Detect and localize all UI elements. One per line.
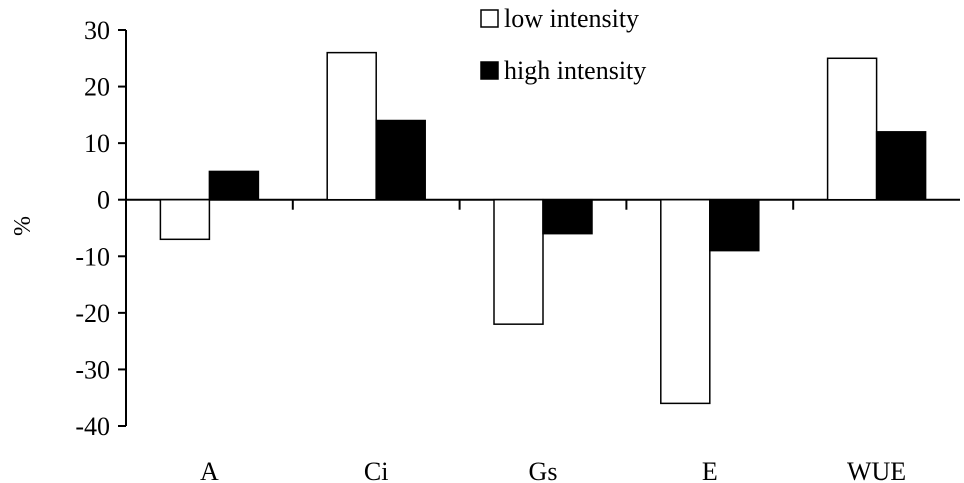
bars: [159, 51, 927, 405]
bar-low-wue: [826, 57, 878, 201]
category-label: A: [200, 457, 219, 483]
bar-high-gs: [542, 198, 593, 235]
legend-label: high intensity: [504, 56, 646, 85]
y-tick-label: -20: [75, 299, 110, 328]
y-tick-label: 0: [97, 186, 110, 215]
y-tick-label: -40: [75, 412, 110, 441]
y-tick-label: -30: [75, 355, 110, 384]
category-labels: A Ci Gs E WUE: [200, 457, 906, 483]
bar-high-a: [208, 170, 260, 201]
bar-high-ci: [375, 119, 426, 201]
category-label: E: [702, 457, 718, 483]
bar-low-ci: [326, 51, 377, 201]
y-tick-label: 10: [84, 129, 110, 158]
category-label: Ci: [364, 457, 389, 483]
legend-swatch-low: [480, 9, 499, 28]
category-label: WUE: [847, 457, 906, 483]
bar-high-wue: [875, 131, 927, 201]
legend-label: low intensity: [504, 4, 639, 33]
bar-low-e: [660, 198, 711, 405]
y-tick-label: 20: [84, 73, 110, 102]
bar-high-e: [709, 198, 760, 252]
y-axis: 30 20 10 0 -10 -20 -30 -40: [75, 16, 127, 441]
y-tick-label: 30: [84, 16, 110, 45]
bar-low-gs: [493, 198, 544, 325]
legend-swatch-high: [480, 61, 499, 80]
y-tick-label: -10: [75, 242, 110, 271]
category-label: Gs: [529, 457, 558, 483]
bar-low-a: [159, 198, 211, 241]
legend: low intensity high intensity: [480, 4, 646, 85]
y-axis-label: %: [10, 216, 36, 236]
